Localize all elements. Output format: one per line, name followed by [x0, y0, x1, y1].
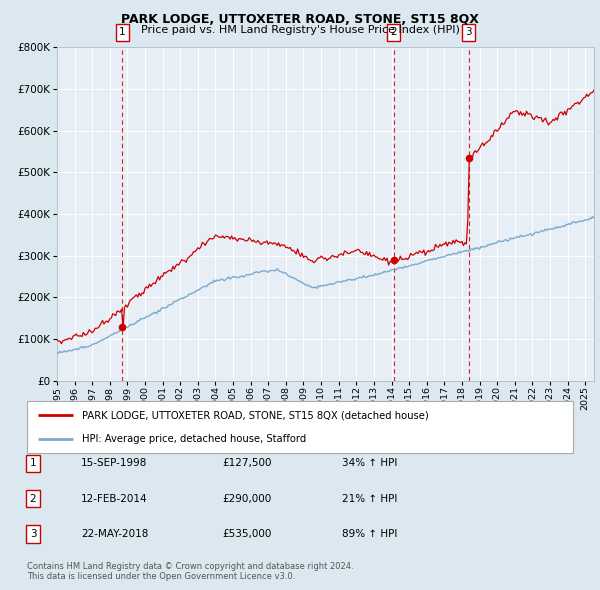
- Text: 3: 3: [29, 529, 37, 539]
- Text: £127,500: £127,500: [222, 458, 271, 468]
- Text: £290,000: £290,000: [222, 494, 271, 503]
- Text: 22-MAY-2018: 22-MAY-2018: [81, 529, 148, 539]
- Text: 1: 1: [119, 27, 125, 37]
- Text: 34% ↑ HPI: 34% ↑ HPI: [342, 458, 397, 468]
- Text: 3: 3: [466, 27, 472, 37]
- Text: 21% ↑ HPI: 21% ↑ HPI: [342, 494, 397, 503]
- Text: PARK LODGE, UTTOXETER ROAD, STONE, ST15 8QX: PARK LODGE, UTTOXETER ROAD, STONE, ST15 …: [121, 13, 479, 26]
- Text: HPI: Average price, detached house, Stafford: HPI: Average price, detached house, Staf…: [82, 434, 306, 444]
- Text: PARK LODGE, UTTOXETER ROAD, STONE, ST15 8QX (detached house): PARK LODGE, UTTOXETER ROAD, STONE, ST15 …: [82, 410, 428, 420]
- Text: Price paid vs. HM Land Registry's House Price Index (HPI): Price paid vs. HM Land Registry's House …: [140, 25, 460, 35]
- Text: 15-SEP-1998: 15-SEP-1998: [81, 458, 148, 468]
- Text: This data is licensed under the Open Government Licence v3.0.: This data is licensed under the Open Gov…: [27, 572, 295, 581]
- Text: 2: 2: [391, 27, 397, 37]
- Text: 1: 1: [29, 458, 37, 468]
- Text: 12-FEB-2014: 12-FEB-2014: [81, 494, 148, 503]
- Text: 2: 2: [29, 494, 37, 503]
- Text: Contains HM Land Registry data © Crown copyright and database right 2024.: Contains HM Land Registry data © Crown c…: [27, 562, 353, 571]
- Text: £535,000: £535,000: [222, 529, 271, 539]
- FancyBboxPatch shape: [27, 401, 573, 453]
- Text: 89% ↑ HPI: 89% ↑ HPI: [342, 529, 397, 539]
